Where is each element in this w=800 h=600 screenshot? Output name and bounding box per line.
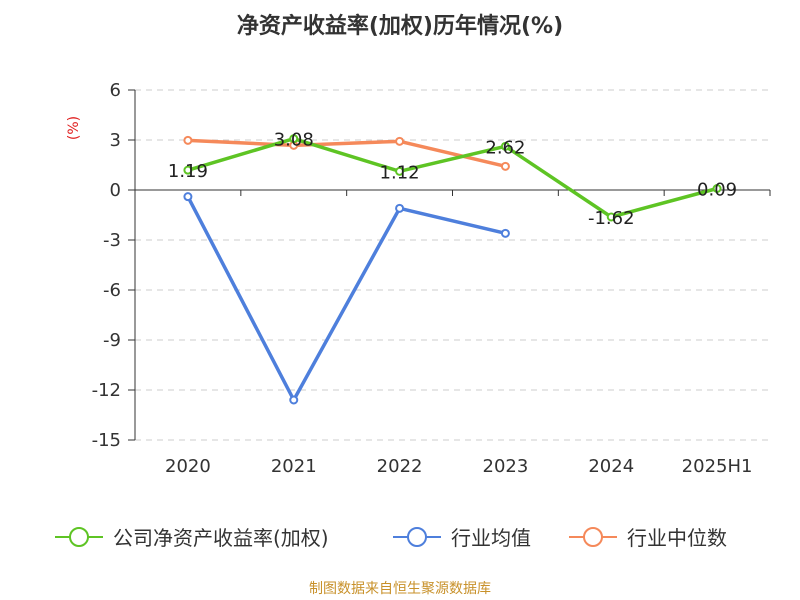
data-labels: 1.19 3.08 1.12 2.62 -1.62 0.09 [168, 130, 737, 229]
y-tick-label: -9 [103, 330, 121, 351]
legend-label: 公司净资产收益率(加权) [113, 526, 329, 550]
data-label: 1.12 [380, 162, 420, 183]
data-label: 0.09 [697, 180, 737, 201]
x-tick-label: 2025H1 [682, 456, 753, 477]
legend: 公司净资产收益率(加权) 行业均值 行业中位数 [55, 526, 727, 550]
data-point [183, 135, 193, 145]
series-lines [183, 134, 722, 405]
data-point [183, 192, 193, 202]
data-label: -1.62 [588, 208, 635, 229]
series-line [187, 136, 718, 219]
x-tick-label: 2020 [165, 456, 211, 477]
data-label: 3.08 [274, 130, 314, 151]
data-label: 1.19 [168, 161, 208, 182]
legend-label: 行业中位数 [627, 526, 727, 550]
data-point [712, 184, 722, 193]
series-line [186, 195, 506, 402]
y-tick-label: -15 [92, 430, 121, 451]
x-tick-label: 2022 [377, 456, 423, 477]
axes: 6 3 0 -3 -6 -9 -12 -15 2020 2021 2022 2023 2024 2025H… [66, 80, 771, 477]
data-point [289, 395, 299, 405]
data-point [395, 166, 405, 176]
data-point [395, 136, 405, 146]
source-note: 制图数据来自恒生聚源数据库 [309, 581, 491, 597]
data-point [183, 165, 193, 175]
x-tick-label: 2024 [588, 456, 634, 477]
y-tick-label: -6 [103, 280, 121, 301]
y-tick-label: 0 [110, 180, 121, 201]
data-label: 2.62 [485, 137, 525, 158]
y-tick-label: -12 [92, 380, 121, 401]
legend-label: 行业均值 [451, 526, 531, 550]
data-point [606, 212, 616, 222]
legend-marker-icon [407, 527, 427, 547]
legend-marker-icon [69, 527, 89, 547]
data-point [289, 134, 299, 144]
data-point [500, 141, 510, 151]
series-line [187, 138, 506, 169]
y-tick-label: -3 [103, 230, 121, 251]
x-tick-label: 2021 [271, 456, 317, 477]
data-point [500, 161, 510, 171]
grid-lines [135, 89, 770, 441]
x-tick-label: 2023 [483, 456, 529, 477]
y-unit-label: (%) [66, 116, 82, 140]
y-tick-label: 3 [110, 130, 121, 151]
chart-title: 净资产收益率(加权)历年情况(%) [236, 14, 564, 39]
data-point [500, 228, 510, 238]
data-point [395, 203, 405, 213]
legend-marker-icon [583, 527, 603, 547]
y-tick-label: 6 [110, 80, 121, 101]
